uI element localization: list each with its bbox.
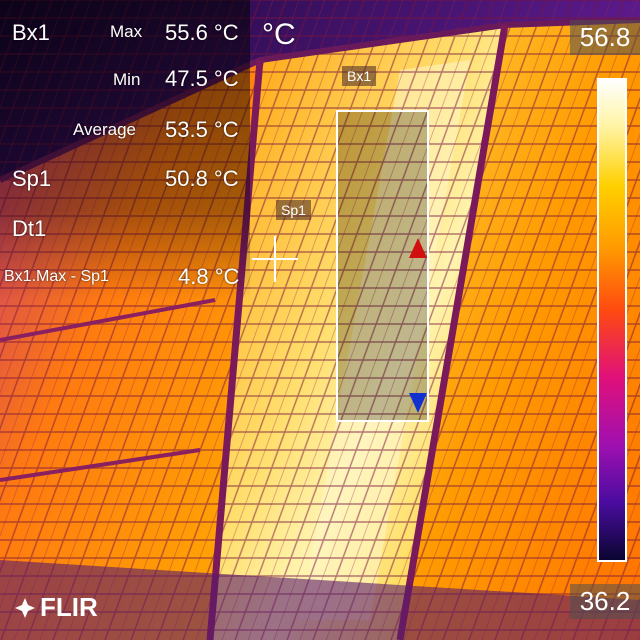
red-triangle-up-icon xyxy=(409,238,427,258)
crosshair-icon-vertical[interactable] xyxy=(274,236,276,282)
delta-label: Bx1.Max - Sp1 xyxy=(4,268,109,285)
flir-logo: FLIR xyxy=(14,592,98,623)
delta-value: 4.8 °C xyxy=(178,264,240,289)
min-label: Min xyxy=(113,70,141,89)
min-value: 47.5 °C xyxy=(165,66,239,91)
average-value: 53.5 °C xyxy=(165,117,239,142)
spot-value: 50.8 °C xyxy=(165,166,239,191)
flir-logo-text: FLIR xyxy=(40,592,98,622)
flir-logo-icon xyxy=(15,597,35,618)
box-tag: Bx1 xyxy=(342,66,377,86)
spot-name-label: Sp1 xyxy=(12,166,52,191)
scale-max-label: 56.8 xyxy=(570,20,640,55)
delta-name-label: Dt1 xyxy=(12,216,47,241)
average-label: Average xyxy=(73,120,137,139)
temperature-scale-bar xyxy=(597,78,627,562)
box-name-label: Bx1 xyxy=(12,20,50,45)
max-value: 55.6 °C xyxy=(165,20,239,45)
blue-triangle-down-icon xyxy=(409,393,427,413)
scale-min-label: 36.2 xyxy=(570,584,640,619)
max-label: Max xyxy=(110,22,143,41)
measurement-box[interactable] xyxy=(336,110,429,422)
spot-tag: Sp1 xyxy=(276,200,311,220)
measurement-panel xyxy=(0,0,250,300)
unit-label: °C xyxy=(262,18,296,51)
